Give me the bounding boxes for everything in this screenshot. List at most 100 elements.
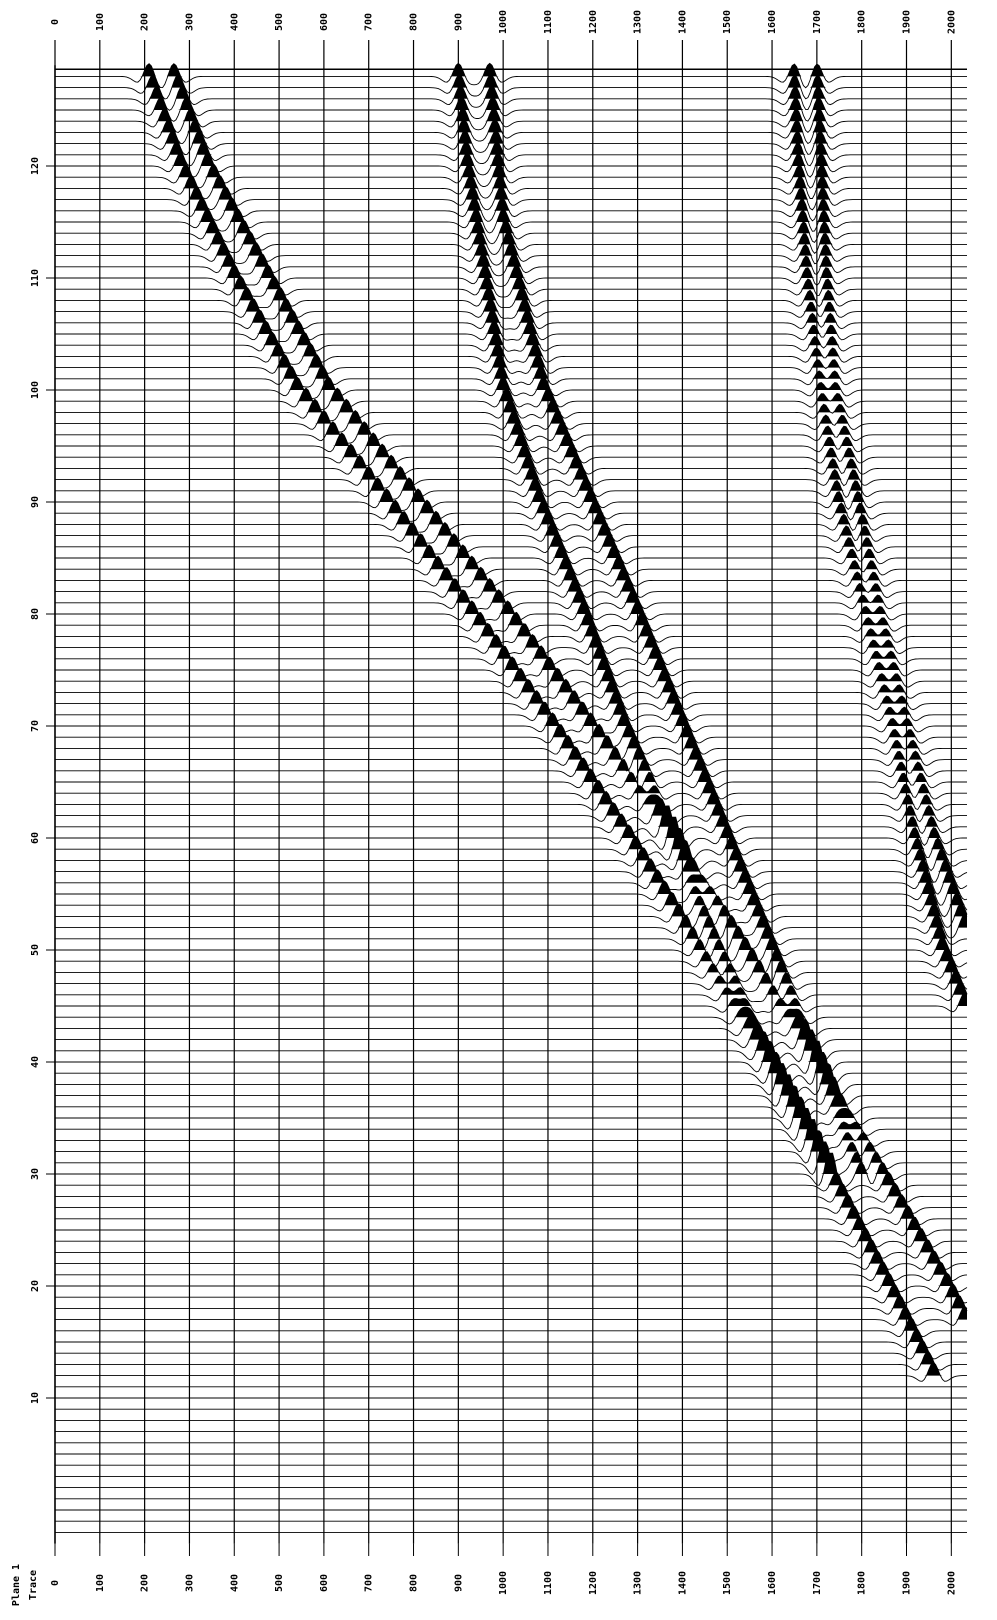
trace bbox=[55, 331, 967, 354]
trace bbox=[55, 219, 967, 245]
trace bbox=[55, 544, 967, 566]
trace-fill bbox=[55, 623, 967, 637]
x-tick-label: 700 bbox=[364, 1574, 375, 1592]
trace bbox=[55, 902, 968, 929]
trace bbox=[55, 712, 967, 734]
x-tick-label: 1500 bbox=[722, 10, 733, 34]
trace-fill bbox=[55, 959, 967, 973]
trace bbox=[55, 1029, 967, 1063]
y-tick-label: 70 bbox=[30, 720, 41, 732]
trace bbox=[55, 1272, 968, 1293]
trace bbox=[55, 1351, 967, 1371]
trace bbox=[55, 891, 968, 918]
trace bbox=[55, 816, 967, 850]
trace bbox=[55, 174, 967, 200]
trace bbox=[55, 376, 967, 399]
trace bbox=[55, 1085, 967, 1119]
trace bbox=[55, 1228, 967, 1248]
trace bbox=[55, 925, 968, 951]
x-tick-label: 600 bbox=[319, 13, 330, 31]
trace bbox=[55, 387, 967, 411]
trace bbox=[55, 634, 967, 655]
trace bbox=[55, 1294, 968, 1315]
trace bbox=[55, 1362, 967, 1382]
trace bbox=[55, 510, 967, 533]
y-tick-label: 20 bbox=[30, 1280, 41, 1292]
x-tick-label: 1900 bbox=[901, 10, 912, 34]
trace bbox=[55, 432, 967, 455]
trace-fill bbox=[55, 993, 967, 1006]
trace-fill bbox=[55, 1041, 967, 1062]
trace-fill bbox=[55, 981, 967, 995]
trace bbox=[55, 1063, 967, 1096]
trace-fill bbox=[55, 74, 967, 88]
trace bbox=[55, 466, 967, 489]
y-tick-label: 100 bbox=[30, 381, 41, 399]
trace bbox=[55, 533, 967, 555]
trace-fill bbox=[55, 578, 967, 592]
trace bbox=[55, 409, 967, 433]
trace bbox=[55, 354, 967, 377]
trace bbox=[55, 421, 967, 444]
trace bbox=[55, 797, 967, 825]
trace-fill bbox=[55, 840, 967, 861]
y-tick-label: 120 bbox=[30, 157, 41, 175]
trace bbox=[55, 992, 968, 1014]
trace bbox=[55, 320, 967, 343]
x-tick-label: 1500 bbox=[722, 1571, 733, 1595]
x-tick-label: 0 bbox=[50, 19, 61, 25]
trace bbox=[55, 1006, 967, 1025]
trace bbox=[55, 734, 967, 760]
trace bbox=[55, 85, 967, 111]
x-tick-label: 800 bbox=[409, 13, 420, 31]
trace bbox=[55, 287, 967, 309]
trace bbox=[55, 1074, 967, 1107]
y-tick-label: 50 bbox=[30, 944, 41, 956]
x-tick-label: 500 bbox=[274, 13, 285, 31]
trace bbox=[55, 1216, 967, 1237]
trace-fill bbox=[55, 276, 967, 290]
trace bbox=[55, 477, 967, 500]
x-tick-label: 300 bbox=[184, 13, 195, 31]
trace bbox=[55, 275, 967, 298]
trace-fill bbox=[55, 645, 967, 659]
trace bbox=[55, 768, 967, 789]
trace bbox=[55, 186, 967, 211]
trace bbox=[55, 130, 967, 156]
trace bbox=[55, 365, 967, 388]
trace bbox=[55, 914, 968, 940]
trace bbox=[55, 1317, 967, 1337]
trace-fill bbox=[55, 601, 967, 614]
trace bbox=[55, 107, 967, 134]
trace-fill bbox=[55, 343, 967, 357]
trace-fill bbox=[55, 287, 967, 301]
trace bbox=[55, 1205, 967, 1226]
x-tick-label: 1900 bbox=[901, 1571, 912, 1595]
trace bbox=[55, 1261, 968, 1282]
x-tick-label: 1700 bbox=[812, 10, 823, 34]
trace bbox=[55, 1013, 967, 1037]
x-tick-label: 1400 bbox=[677, 1571, 688, 1595]
trace bbox=[55, 880, 968, 906]
trace bbox=[55, 1329, 967, 1349]
trace bbox=[55, 1051, 967, 1086]
trace bbox=[55, 1182, 967, 1203]
trace-fill bbox=[55, 589, 967, 603]
trace bbox=[55, 667, 967, 688]
trace-fill bbox=[55, 1239, 967, 1253]
trace-fill bbox=[55, 1351, 967, 1365]
x-tick-label: 1600 bbox=[767, 1571, 778, 1595]
trace bbox=[55, 141, 967, 167]
trace bbox=[55, 96, 967, 122]
x-tick-label: 200 bbox=[140, 13, 151, 31]
trace bbox=[55, 1194, 967, 1214]
trace bbox=[55, 1306, 968, 1326]
trace-fill bbox=[55, 1108, 967, 1130]
plane-label: Plane 1 bbox=[11, 1564, 22, 1606]
trace bbox=[55, 723, 967, 747]
x-tick-label: 400 bbox=[229, 13, 240, 31]
x-tick-label: 900 bbox=[453, 13, 464, 31]
x-tick-label: 1400 bbox=[677, 10, 688, 34]
trace bbox=[55, 163, 967, 189]
x-tick-label: 2000 bbox=[946, 10, 957, 34]
